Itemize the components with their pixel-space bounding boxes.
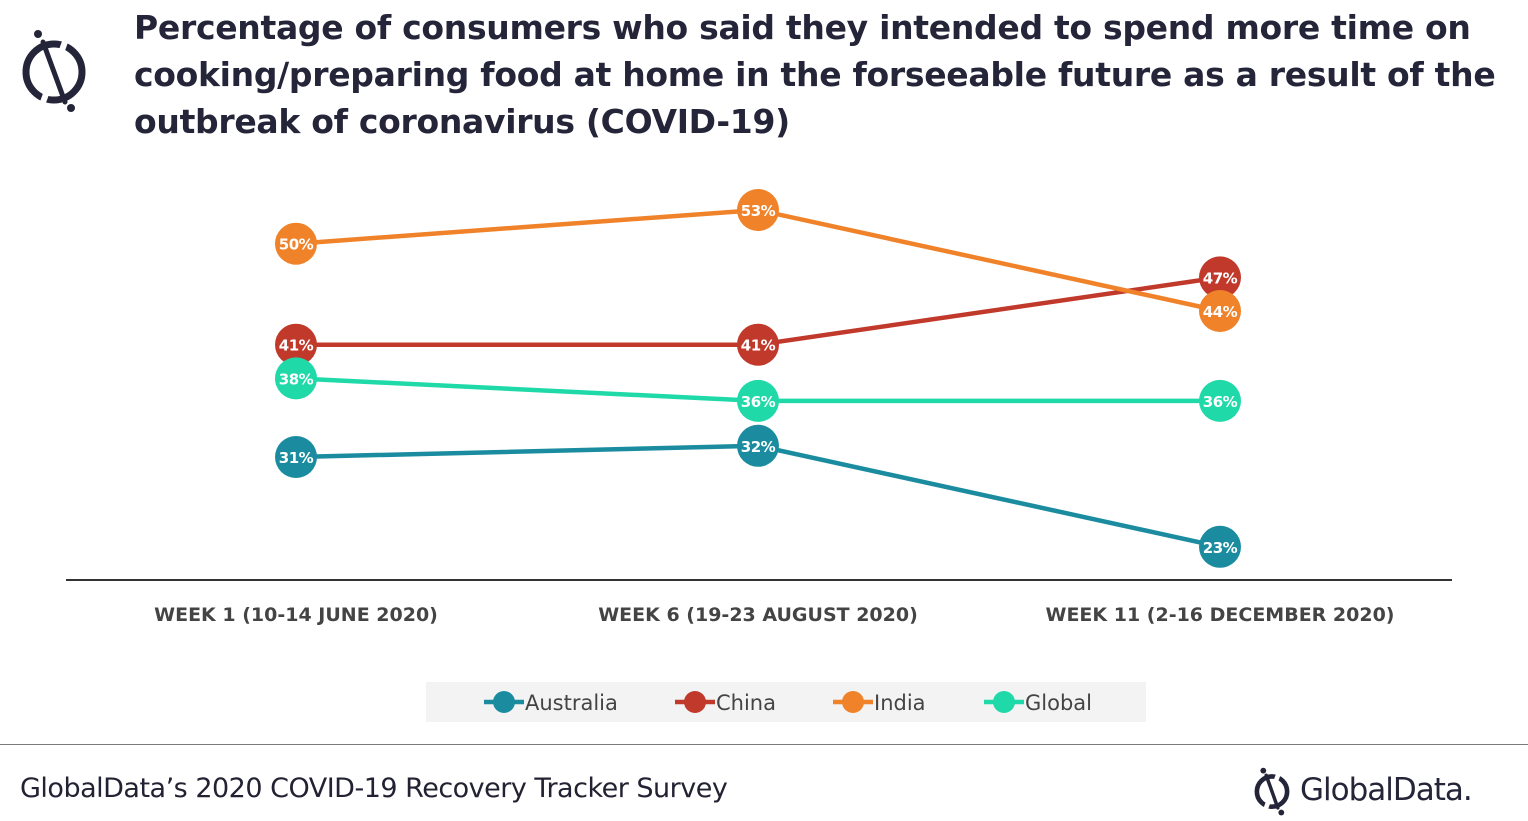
legend-swatch-marker xyxy=(842,691,864,713)
legend-label: China xyxy=(716,691,776,715)
data-label: 36% xyxy=(1203,393,1238,411)
data-point-global xyxy=(737,379,779,422)
x-tick-label: WEEK 11 (2-16 DECEMBER 2020) xyxy=(1045,604,1394,626)
data-point-india xyxy=(737,189,779,231)
legend-label: Global xyxy=(1025,691,1092,715)
data-label: 23% xyxy=(1203,539,1238,557)
legend-label: Australia xyxy=(525,691,618,715)
data-point-india xyxy=(275,222,317,265)
data-point-china xyxy=(275,323,317,366)
data-point-global xyxy=(275,357,317,400)
data-label: 50% xyxy=(279,236,314,254)
legend-swatch-marker xyxy=(993,691,1015,713)
data-point-australia xyxy=(275,436,317,478)
data-label: 41% xyxy=(741,337,776,355)
data-label: 41% xyxy=(279,337,314,355)
brand-logo-icon xyxy=(1254,767,1290,816)
data-point-global xyxy=(1199,379,1241,422)
data-label: 47% xyxy=(1203,269,1238,287)
legend-item-global: Global xyxy=(984,691,1092,715)
data-label: 31% xyxy=(279,449,314,467)
data-label: 53% xyxy=(741,202,776,220)
x-tick-label: WEEK 6 (19-23 AUGUST 2020) xyxy=(598,604,918,626)
globaldata-brand: GlobalData. xyxy=(1250,766,1510,816)
data-label: 38% xyxy=(279,370,314,388)
footer-divider xyxy=(0,744,1528,745)
legend-swatch-marker xyxy=(493,691,515,713)
legend-background xyxy=(426,682,1146,722)
legend-item-australia: Australia xyxy=(484,691,618,715)
data-label: 32% xyxy=(741,438,776,456)
data-point-australia xyxy=(737,424,779,467)
data-point-china xyxy=(1199,256,1241,299)
legend-item-india: India xyxy=(833,691,926,715)
data-point-australia xyxy=(1199,525,1241,568)
data-point-china xyxy=(737,323,779,366)
data-point-india xyxy=(1199,290,1241,332)
chart-title: Percentage of consumers who said they in… xyxy=(134,8,1496,141)
x-tick-label: WEEK 1 (10-14 JUNE 2020) xyxy=(154,604,438,626)
globaldata-logo-icon xyxy=(22,30,86,112)
legend-swatch-marker xyxy=(684,691,706,713)
data-label: 36% xyxy=(741,393,776,411)
brand-name: GlobalData. xyxy=(1300,772,1473,808)
source-note: GlobalData’s 2020 COVID-19 Recovery Trac… xyxy=(20,773,728,804)
data-label: 44% xyxy=(1203,303,1238,321)
legend-item-china: China xyxy=(675,691,776,715)
legend-label: India xyxy=(874,691,926,715)
